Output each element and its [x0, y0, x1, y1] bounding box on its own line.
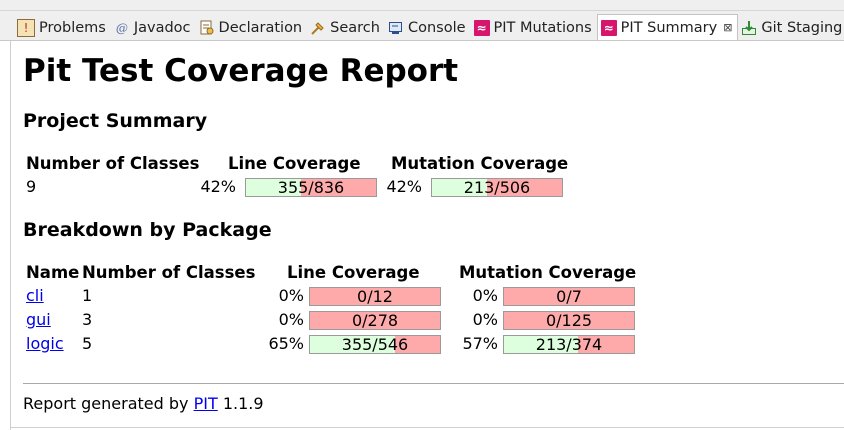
package-line-coverage-bar: 0/12 [309, 287, 441, 306]
view-left-border [10, 41, 11, 430]
git-staging-icon [741, 20, 757, 36]
coverage-label: 213/506 [463, 178, 531, 197]
tab-label: Search [330, 20, 380, 36]
project-summary-heading: Project Summary [23, 110, 208, 132]
summary-line-coverage-bar: 355/836 [245, 178, 377, 197]
tab-problems[interactable]: ! Problems [14, 16, 111, 40]
tab-label: PIT Mutations [493, 20, 592, 36]
package-line-coverage-bar: 0/278 [309, 311, 441, 330]
tab-javadoc[interactable]: @ Javadoc [111, 16, 196, 40]
package-mutation-coverage-bar: 0/125 [503, 311, 635, 330]
tab-bar-bottom-border [0, 40, 844, 41]
package-line-percent: 0% [278, 286, 304, 305]
header-mutation-coverage: Mutation Coverage [459, 263, 637, 282]
breakdown-heading: Breakdown by Package [23, 219, 272, 241]
summary-mutation-coverage-bar: 213/506 [431, 178, 563, 197]
coverage-label: 355/546 [341, 335, 409, 354]
package-link-cli[interactable]: cli [26, 286, 44, 305]
problems-icon: ! [17, 19, 35, 37]
coverage-label: 213/374 [535, 335, 603, 354]
coverage-label: 0/125 [545, 311, 593, 330]
package-mutation-percent: 0% [472, 286, 498, 305]
coverage-label: 0/278 [351, 311, 399, 330]
page-title: Pit Test Coverage Report [23, 53, 459, 89]
summary-classes-value: 9 [26, 177, 37, 196]
header-line-coverage: Line Coverage [228, 154, 361, 173]
summary-line-percent: 42% [200, 177, 236, 196]
tab-pit-mutations[interactable]: ≈ PIT Mutations [471, 16, 597, 40]
package-classes-value: 1 [82, 286, 93, 305]
tab-pit-summary[interactable]: ≈ PIT Summary ⊠ [596, 14, 739, 40]
tab-bar-top-border [0, 10, 844, 11]
package-mutation-coverage-bar: 213/374 [503, 335, 635, 354]
search-icon [310, 20, 326, 36]
declaration-icon [199, 20, 215, 36]
tab-label: Console [407, 20, 466, 36]
tab-label: Git Staging [761, 20, 843, 36]
tab-console[interactable]: Console [385, 16, 471, 40]
package-classes-value: 5 [82, 334, 93, 353]
tab-label: Problems [39, 20, 106, 36]
header-number-of-classes: Number of Classes [26, 154, 200, 173]
tab-label: Javadoc [133, 20, 191, 36]
header-line-coverage: Line Coverage [287, 263, 420, 282]
package-line-percent: 0% [278, 310, 304, 329]
pit-icon: ≈ [600, 19, 617, 36]
coverage-fill [310, 336, 395, 353]
footer-version: 1.1.9 [222, 394, 264, 413]
package-line-coverage-bar: 355/546 [309, 335, 441, 354]
package-mutation-coverage-bar: 0/7 [503, 287, 635, 306]
coverage-fill [432, 179, 487, 196]
view-bottom-border [10, 427, 844, 428]
report-footer: Report generated by PIT 1.1.9 [23, 394, 264, 414]
console-icon [388, 20, 404, 36]
view-tabs: ! Problems @ Javadoc Declaration Search … [14, 14, 844, 40]
header-mutation-coverage: Mutation Coverage [391, 154, 569, 173]
pit-link[interactable]: PIT [193, 394, 218, 413]
close-icon[interactable]: ⊠ [723, 21, 733, 34]
package-line-percent: 65% [268, 334, 304, 353]
coverage-label: 0/7 [556, 287, 582, 306]
pit-icon: ≈ [473, 20, 490, 36]
tab-git-staging[interactable]: Git Staging [738, 16, 844, 40]
coverage-label: 0/12 [357, 287, 393, 306]
package-classes-value: 3 [82, 310, 93, 329]
header-number-of-classes: Number of Classes [82, 263, 256, 282]
package-link-logic[interactable]: logic [26, 334, 64, 353]
javadoc-icon: @ [115, 21, 128, 35]
tab-declaration[interactable]: Declaration [196, 16, 308, 40]
summary-mutation-percent: 42% [386, 177, 422, 196]
header-name: Name [26, 263, 80, 282]
tab-label: Declaration [218, 20, 303, 36]
footer-divider [23, 383, 844, 384]
footer-prefix: Report generated by [23, 394, 189, 413]
tab-search[interactable]: Search [307, 16, 385, 40]
coverage-fill [504, 336, 579, 353]
package-mutation-percent: 0% [472, 310, 498, 329]
package-link-gui[interactable]: gui [26, 310, 51, 329]
package-mutation-percent: 57% [462, 334, 498, 353]
coverage-fill [246, 179, 302, 196]
tab-label: PIT Summary [620, 19, 718, 36]
coverage-label: 355/836 [277, 178, 345, 197]
view-tab-bar: ! Problems @ Javadoc Declaration Search … [0, 0, 844, 41]
